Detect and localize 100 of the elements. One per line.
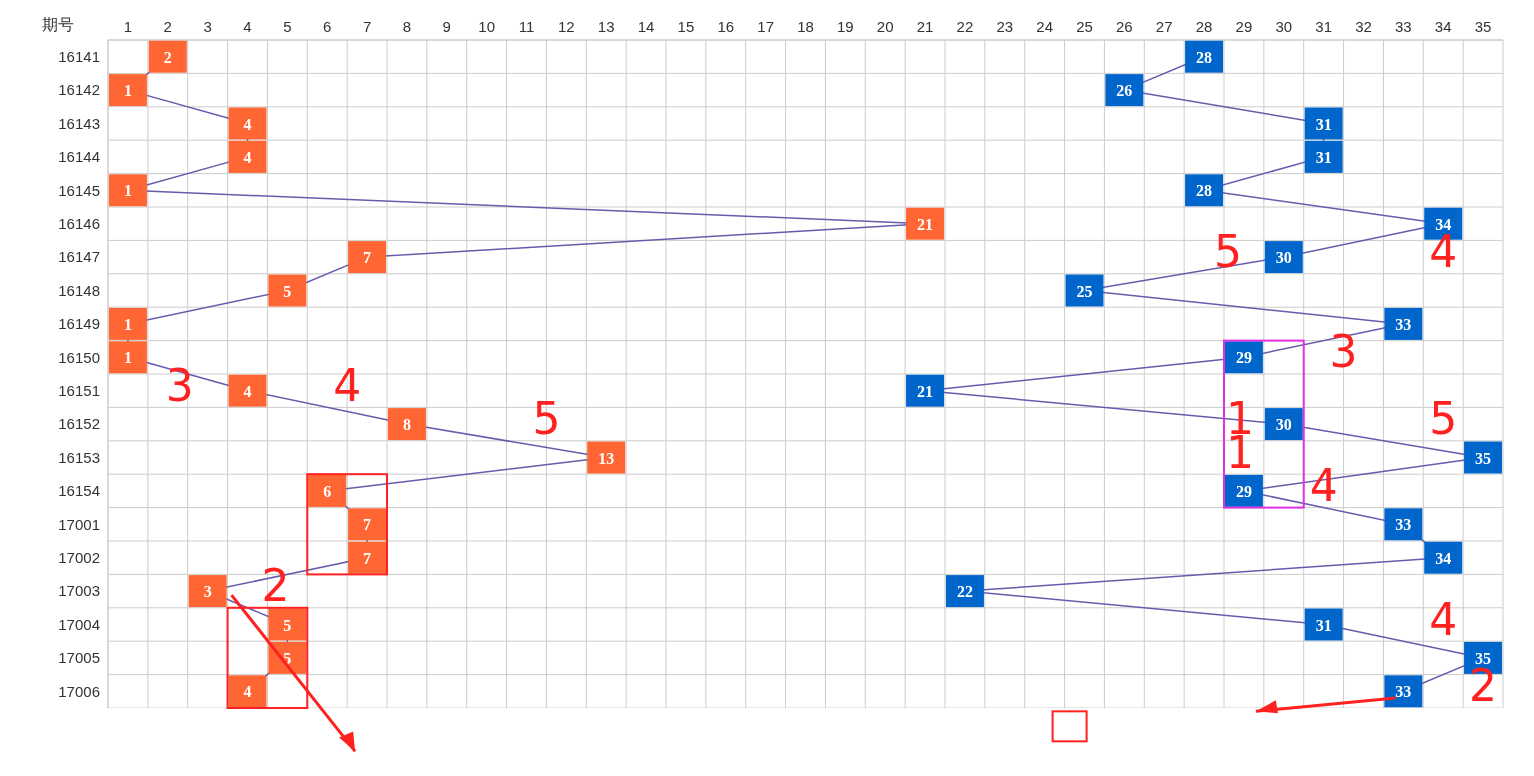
x-tick-label: 27: [1155, 18, 1173, 35]
data-label: 31: [1315, 616, 1332, 634]
data-label: 22: [956, 583, 973, 601]
annotation: 4: [1429, 593, 1458, 645]
x-tick-label: 9: [442, 18, 451, 35]
y-tick-label: 16152: [58, 415, 100, 433]
y-tick-label: 16144: [58, 148, 100, 166]
data-label: 30: [1275, 249, 1292, 267]
data-label: 5: [283, 616, 292, 634]
data-label: 28: [1196, 48, 1213, 66]
annotation: 5: [1213, 226, 1242, 278]
data-label: 8: [402, 416, 411, 434]
point: [268, 274, 307, 307]
x-tick-label: 2: [163, 18, 172, 35]
x-tick-label: 29: [1235, 18, 1253, 35]
annotation: 4: [333, 359, 362, 411]
data-label: 1: [123, 315, 132, 333]
y-tick-label: 16141: [58, 48, 100, 66]
x-tick-label: 19: [837, 18, 854, 35]
point: [228, 140, 267, 173]
data-label: 28: [1196, 182, 1213, 200]
data-label: 31: [1315, 115, 1332, 133]
x-tick-label: 24: [1036, 18, 1053, 35]
y-tick-label: 17004: [58, 615, 100, 633]
y-tick-label: 16150: [58, 348, 100, 366]
x-tick-label: 11: [518, 18, 535, 35]
y-tick-label: 16148: [58, 281, 100, 299]
x-tick-label: 34: [1434, 18, 1452, 35]
data-label: 2: [163, 48, 172, 66]
data-label: 4: [243, 148, 252, 166]
data-label: 7: [363, 249, 372, 267]
x-tick-label: 1: [123, 18, 133, 35]
x-tick-label: 5: [283, 18, 292, 35]
y-tick-label: 17001: [58, 515, 100, 533]
point: [228, 374, 267, 407]
data-label: 35: [1475, 449, 1492, 467]
data-label: 31: [1315, 148, 1332, 166]
annotation: 3: [165, 359, 194, 411]
y-tick-label: 17002: [58, 549, 100, 567]
data-label: 13: [598, 449, 615, 467]
x-tick-label: 32: [1355, 18, 1372, 35]
x-tick-label: 25: [1076, 18, 1093, 35]
point: [268, 608, 307, 641]
point: [348, 241, 387, 274]
point: [108, 174, 147, 207]
x-tick-label: 21: [916, 18, 934, 35]
data-label: 1: [123, 349, 132, 367]
data-label: 4: [243, 382, 252, 400]
y-tick-label: 16145: [58, 181, 100, 199]
x-tick-label: 22: [956, 18, 974, 35]
y-tick-label: 16142: [58, 81, 100, 99]
x-tick-label: 4: [243, 18, 252, 35]
data-label: 21: [917, 215, 934, 233]
x-tick-label: 28: [1195, 18, 1213, 35]
x-tick-label: 31: [1315, 18, 1332, 35]
data-label: 33: [1395, 315, 1412, 333]
x-tick-label: 35: [1474, 18, 1492, 35]
point: [148, 40, 187, 73]
data-label: 4: [243, 683, 252, 701]
y-tick-label: 16151: [58, 382, 100, 400]
point: [108, 341, 147, 374]
x-tick-label: 23: [996, 18, 1014, 35]
x-tick-label: 15: [677, 18, 695, 35]
x-tick-label: 30: [1275, 18, 1293, 35]
y-tick-label: 17005: [58, 649, 100, 667]
x-tick-label: 14: [637, 18, 655, 35]
data-label: 7: [363, 516, 372, 534]
point: [108, 74, 147, 107]
data-label: 7: [363, 549, 372, 567]
data-label: 30: [1275, 416, 1292, 434]
data-label: 3: [203, 583, 212, 601]
y-tick-label: 16143: [58, 114, 100, 132]
annotation: 5: [532, 393, 561, 445]
x-tick-label: 7: [362, 18, 372, 35]
point: [348, 541, 387, 574]
x-tick-label: 33: [1395, 18, 1412, 35]
data-label: 4: [243, 115, 252, 133]
x-tick-label: 8: [402, 18, 412, 35]
x-tick-label: 13: [597, 18, 615, 35]
y-tick-label: 16149: [58, 315, 100, 333]
x-tick-label: 20: [876, 18, 894, 35]
y-axis-title: 期号: [42, 16, 74, 33]
x-tick-label: 18: [797, 18, 814, 35]
point: [387, 408, 426, 441]
data-label: 26: [1116, 82, 1133, 100]
y-tick-label: 16146: [58, 215, 100, 233]
x-tick-label: 12: [558, 18, 575, 35]
annotation: 5: [1429, 393, 1458, 445]
point: [308, 474, 347, 507]
data-label: 25: [1076, 282, 1093, 300]
data-label: 34: [1435, 549, 1452, 567]
y-tick-label: 16154: [58, 482, 100, 500]
point: [108, 307, 147, 340]
x-tick-label: 16: [717, 18, 735, 35]
point: [228, 107, 267, 140]
data-label: 29: [1235, 482, 1252, 500]
y-tick-label: 17006: [58, 682, 100, 700]
data-label: 1: [123, 82, 132, 100]
data-label: 21: [917, 382, 934, 400]
x-tick-label: 3: [203, 18, 212, 35]
